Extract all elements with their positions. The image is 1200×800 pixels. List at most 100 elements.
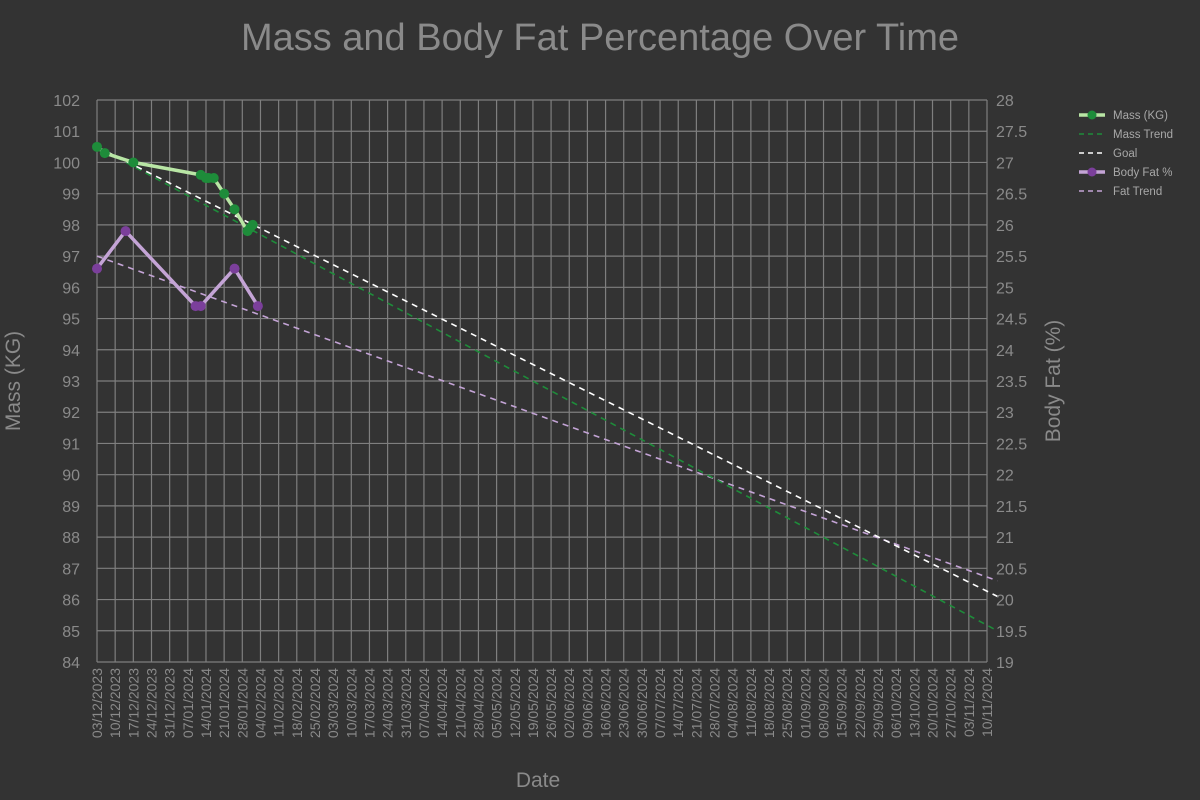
y-tick-label: 90 [62, 468, 80, 485]
series-line-goal [96, 146, 998, 598]
y-tick-label: 100 [53, 155, 80, 172]
y-tick-label: 84 [62, 655, 80, 672]
legend-label: Body Fat % [1113, 167, 1172, 179]
x-tick-label: 10/12/2023 [107, 668, 123, 738]
y2-tick-label: 22.5 [996, 436, 1027, 453]
y-tick-label: 94 [62, 343, 80, 360]
legend-label: Fat Trend [1113, 186, 1162, 198]
x-tick-label: 02/06/2024 [561, 668, 577, 738]
point-body-fat [92, 263, 102, 274]
x-tick-label: 10/03/2024 [343, 668, 359, 738]
x-tick-label: 04/08/2024 [725, 668, 741, 738]
x-tick-label: 23/06/2024 [616, 668, 632, 738]
x-tick-label: 24/12/2023 [143, 668, 159, 738]
y2-tick-label: 19.5 [996, 624, 1027, 641]
x-tick-label: 28/04/2024 [470, 668, 486, 738]
y-tick-label: 97 [62, 249, 80, 266]
x-tick-label: 03/12/2023 [89, 668, 105, 738]
y2-tick-label: 23.5 [996, 374, 1027, 391]
y-tick-label: 85 [62, 624, 80, 641]
y-tick-label: 95 [62, 312, 80, 329]
legend-marker-mass-kg [1087, 110, 1097, 120]
y2-tick-label: 27.5 [996, 124, 1027, 141]
x-tick-label: 29/09/2024 [870, 668, 886, 738]
y2-axis-label: Body Fat (%) [1042, 320, 1065, 443]
x-tick-label: 04/02/2024 [252, 668, 268, 738]
y2-tick-label: 25.5 [996, 249, 1027, 266]
x-tick-label: 18/08/2024 [761, 668, 777, 738]
x-tick-label: 15/09/2024 [834, 668, 850, 738]
x-tick-label: 01/09/2024 [797, 668, 813, 738]
y2-ticks: 19 19.5 20 20.5 21 21.5 22 22.5 23 23.5 24 24.5 25 25… [996, 93, 1027, 672]
y-tick-label: 87 [62, 561, 80, 578]
y2-tick-label: 28 [996, 93, 1014, 110]
y2-tick-label: 21 [996, 530, 1014, 547]
point-body-fat [252, 301, 263, 312]
legend: Mass (KG) Mass Trend Goal Body Fat % Fat Tre… [1079, 110, 1173, 198]
point-mass-kg [247, 219, 258, 230]
x-tick-label: 21/01/2024 [216, 668, 232, 738]
point-mass-kg [219, 188, 230, 199]
point-body-fat [229, 263, 240, 274]
x-tick-label: 07/04/2024 [416, 668, 432, 738]
x-tick-label: 28/07/2024 [707, 668, 723, 738]
series-line-fat-trend [96, 255, 998, 582]
y2-tick-label: 23 [996, 405, 1014, 422]
legend-label: Mass (KG) [1113, 110, 1168, 122]
x-tick-label: 12/05/2024 [507, 668, 523, 738]
y2-tick-label: 24 [996, 343, 1014, 360]
x-ticks: 03/12/2023 10/12/2023 17/12/2023 24/12/2023… [89, 668, 995, 738]
y2-tick-label: 20 [996, 593, 1014, 610]
legend-label: Goal [1113, 148, 1137, 160]
x-tick-label: 24/03/2024 [380, 668, 396, 738]
x-tick-label: 17/12/2023 [125, 668, 141, 738]
x-tick-label: 31/03/2024 [398, 668, 414, 738]
x-tick-label: 27/10/2024 [943, 668, 959, 738]
x-tick-label: 20/10/2024 [925, 668, 941, 738]
x-tick-label: 14/01/2024 [198, 668, 214, 738]
y2-tick-label: 21.5 [996, 499, 1027, 516]
x-tick-label: 19/05/2024 [525, 668, 541, 738]
x-tick-label: 09/06/2024 [579, 668, 595, 738]
point-mass-kg [208, 173, 219, 184]
y-ticks: 84 85 86 87 88 89 90 91 92 93 94 95 96 97 98 99 100 101 10… [53, 93, 80, 672]
y2-tick-label: 26.5 [996, 187, 1027, 204]
y2-tick-label: 19 [996, 655, 1014, 672]
y-tick-label: 99 [62, 187, 80, 204]
x-tick-label: 13/10/2024 [906, 668, 922, 738]
point-mass-kg [99, 148, 110, 159]
y-tick-label: 91 [62, 436, 80, 453]
x-tick-label: 03/03/2024 [325, 668, 341, 738]
x-tick-label: 30/06/2024 [634, 668, 650, 738]
grid [96, 99, 988, 663]
x-tick-label: 03/11/2024 [961, 668, 977, 737]
legend-marker-body-fat [1087, 167, 1097, 177]
y-axis-label: Mass (KG) [2, 331, 25, 431]
point-body-fat [120, 226, 131, 237]
x-tick-label: 11/08/2024 [743, 668, 759, 737]
x-tick-label: 07/01/2024 [180, 668, 196, 738]
x-tick-label: 18/02/2024 [289, 668, 305, 738]
x-tick-label: 16/06/2024 [598, 668, 614, 738]
x-tick-label: 14/04/2024 [434, 668, 450, 738]
x-tick-label: 06/10/2024 [888, 668, 904, 738]
x-tick-label: 25/08/2024 [779, 668, 795, 738]
x-tick-label: 14/07/2024 [670, 668, 686, 738]
x-tick-label: 28/01/2024 [234, 668, 250, 738]
y2-tick-label: 27 [996, 155, 1014, 172]
x-tick-label: 11/02/2024 [271, 668, 287, 737]
x-tick-label: 05/05/2024 [489, 668, 505, 738]
x-tick-label: 07/07/2024 [652, 668, 668, 738]
x-tick-label: 25/02/2024 [307, 668, 323, 738]
x-axis-label: Date [516, 769, 560, 792]
x-tick-label: 08/09/2024 [816, 668, 832, 738]
x-tick-label: 31/12/2023 [162, 668, 178, 738]
y-tick-label: 101 [53, 124, 80, 141]
y-tick-label: 92 [62, 405, 80, 422]
point-mass-kg [92, 141, 102, 152]
y-tick-label: 102 [53, 93, 80, 110]
x-tick-label: 21/07/2024 [688, 668, 704, 738]
legend-label: Mass Trend [1113, 129, 1173, 141]
